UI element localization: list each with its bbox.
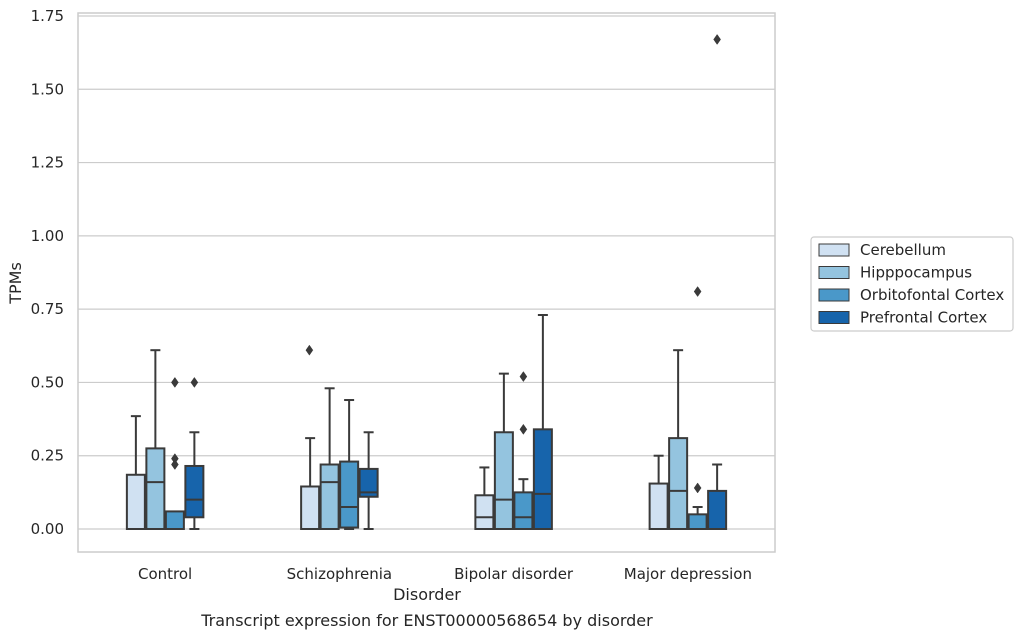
legend-swatch xyxy=(818,266,850,279)
box-body xyxy=(145,447,166,530)
box-body xyxy=(125,473,146,531)
y-tick-label: 0.75 xyxy=(31,300,64,318)
box-body xyxy=(184,464,205,519)
box-body xyxy=(493,431,514,530)
box-schizophrenia xyxy=(358,431,379,530)
box-body xyxy=(687,513,708,530)
x-axis-label: Disorder xyxy=(393,585,461,604)
outlier-point xyxy=(519,371,528,383)
box-control xyxy=(125,415,146,531)
box-body xyxy=(668,437,689,530)
legend-label: Cerebellum xyxy=(860,241,946,259)
y-axis-label: TPMs xyxy=(6,262,25,305)
y-tick-label: 0.50 xyxy=(31,373,64,391)
y-tick-label: 0.25 xyxy=(31,447,64,465)
outlier-point xyxy=(305,344,314,356)
box-body xyxy=(339,460,360,529)
box-bipolar-disorder xyxy=(513,371,534,531)
y-tick-label: 1.50 xyxy=(31,80,64,98)
legend-frame xyxy=(810,236,1014,332)
box-body xyxy=(532,428,553,530)
box-body xyxy=(707,489,728,530)
box-body xyxy=(648,482,669,531)
legend-label: Prefrontal Cortex xyxy=(860,309,987,327)
box-body xyxy=(300,485,321,531)
box-body xyxy=(319,463,340,531)
box-bipolar-disorder xyxy=(493,372,514,530)
outlier-point xyxy=(693,482,702,494)
x-tick-label: Major depression xyxy=(624,565,752,583)
outlier-point xyxy=(519,423,528,435)
y-tick-label: 0.00 xyxy=(31,520,64,538)
box-bipolar-disorder xyxy=(474,466,495,531)
outlier-point xyxy=(171,459,179,470)
box-body xyxy=(358,467,379,498)
legend-swatch xyxy=(818,243,850,257)
y-tick-labels: 0.00 0.25 0.50 0.75 1.00 1.25 1.50 1.75 xyxy=(31,7,64,538)
y-tick-label: 1.75 xyxy=(31,7,64,25)
outlier-point xyxy=(713,34,721,45)
legend-label: Orbitofontal Cortex xyxy=(860,286,1004,304)
legend-swatch xyxy=(818,288,850,302)
box-control xyxy=(145,349,166,530)
box-schizophrenia xyxy=(319,387,340,531)
x-tick-label: Control xyxy=(138,565,192,583)
box-major-depression xyxy=(668,349,689,530)
box-body xyxy=(513,491,534,531)
x-tick-label: Bipolar disorder xyxy=(454,565,574,583)
legend: Cerebellum Hipppocampus Orbitofontal Corte… xyxy=(810,236,1014,332)
box-body xyxy=(164,510,185,531)
series-orbitofontal-cortex xyxy=(164,286,708,531)
outlier-point xyxy=(190,376,199,388)
outlier-point xyxy=(171,376,179,388)
box-major-depression xyxy=(648,454,669,531)
box-schizophrenia xyxy=(339,399,360,530)
box-bipolar-disorder xyxy=(532,314,553,530)
box-schizophrenia xyxy=(300,437,321,531)
y-tick-label: 1.25 xyxy=(31,154,64,172)
chart-caption: Transcript expression for ENST0000056865… xyxy=(200,611,653,630)
box-control xyxy=(164,376,185,531)
outlier-point xyxy=(693,286,702,297)
x-tick-labels: Control Schizophrenia Bipolar disorder Majo… xyxy=(138,565,752,583)
legend-swatch xyxy=(818,311,850,324)
legend-label: Hipppocampus xyxy=(860,264,972,282)
y-tick-label: 1.00 xyxy=(31,227,64,245)
box-control xyxy=(184,376,205,530)
series-hipppocampus xyxy=(145,349,689,531)
box-body xyxy=(474,494,495,531)
series-prefrontal-cortex xyxy=(184,34,728,530)
box-major-depression xyxy=(687,286,708,530)
x-tick-label: Schizophrenia xyxy=(287,565,392,583)
series-cerebellum xyxy=(125,415,669,531)
box-major-depression xyxy=(707,34,728,530)
boxes xyxy=(125,34,728,531)
plot-border xyxy=(77,12,776,553)
plot-frame xyxy=(77,12,776,553)
